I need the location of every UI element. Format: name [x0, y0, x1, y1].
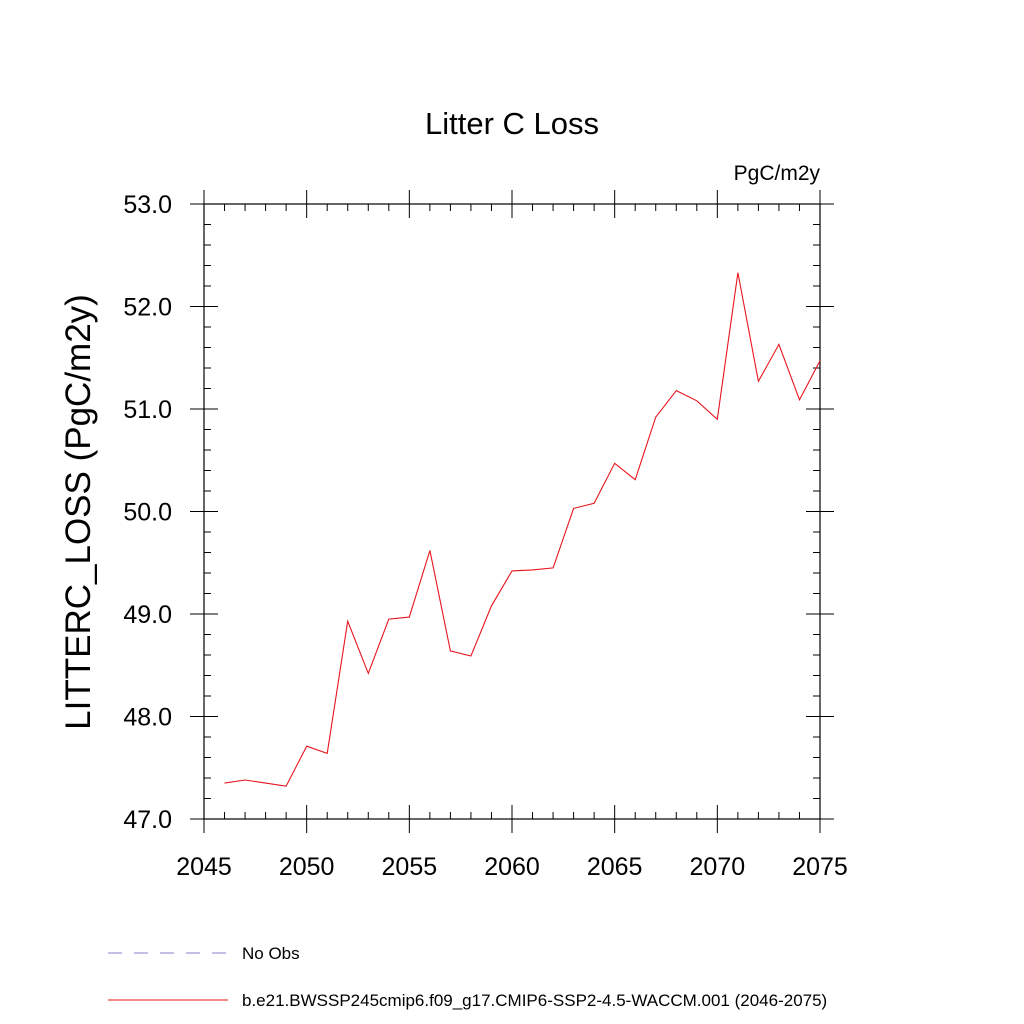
series-layer: [224, 272, 821, 787]
plot-frame: [203, 203, 821, 820]
x-tick-label: 2050: [279, 853, 335, 881]
series-line: [224, 272, 821, 787]
legend-label: No Obs: [242, 944, 300, 963]
y-tick-label: 49.0: [123, 601, 172, 629]
units-label: PgC/m2y: [734, 162, 821, 185]
y-axis-label: LITTERC_LOSS (PgC/m2y): [59, 294, 98, 730]
x-tick-label: 2055: [382, 853, 438, 881]
y-tick-label: 50.0: [123, 499, 172, 527]
x-tick-label: 2060: [484, 853, 540, 881]
y-tick-label: 53.0: [123, 191, 172, 219]
y-tick-label: 48.0: [123, 704, 172, 732]
x-tick-label: 2065: [587, 853, 643, 881]
legend: No Obs b.e21.BWSSP245cmip6.f09_g17.CMIP6-…: [108, 944, 827, 1010]
x-tick-label: 2045: [176, 853, 232, 881]
axis-ticks: 2045 2050 2055 2060 2065 2070 2075 47.0 48.0 49.0…: [123, 190, 848, 881]
y-tick-label: 47.0: [123, 806, 172, 834]
x-tick-label: 2075: [792, 853, 848, 881]
y-tick-label: 52.0: [123, 294, 172, 322]
y-tick-label: 51.0: [123, 396, 172, 424]
legend-label: b.e21.BWSSP245cmip6.f09_g17.CMIP6-SSP2-4…: [242, 991, 827, 1010]
chart-title: Litter C Loss: [425, 106, 599, 141]
x-tick-label: 2070: [690, 853, 746, 881]
